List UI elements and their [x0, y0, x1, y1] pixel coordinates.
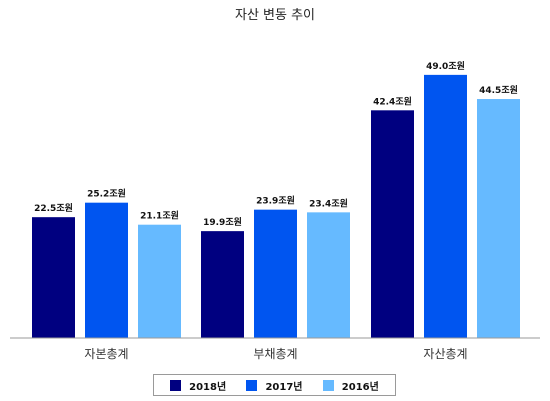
data-label: 42.4조원: [373, 95, 412, 107]
bar-자산총계-2017년: [424, 74, 467, 339]
bar-자본총계-2017년: [85, 202, 128, 338]
data-label: 19.9조원: [203, 216, 242, 228]
category-labels: 자본총계 부채총계 자산총계: [84, 347, 467, 361]
category-label: 자산총계: [423, 347, 467, 361]
data-label: 23.4조원: [309, 197, 348, 209]
bar-자산총계-2016년: [477, 99, 520, 338]
legend-item-2016: 2016년: [322, 378, 379, 393]
data-label: 44.5조원: [479, 84, 518, 96]
data-label: 21.1조원: [140, 210, 179, 222]
bar-자본총계-2018년: [32, 217, 75, 338]
bar-부채총계-2016년: [307, 212, 350, 338]
legend-item-2018: 2018년: [170, 378, 226, 393]
category-label: 부채총계: [253, 347, 297, 361]
legend-item-2017: 2017년: [246, 378, 303, 393]
legend-swatch-2017: [246, 379, 258, 391]
data-label: 25.2조원: [87, 188, 126, 200]
legend: 2018년 2017년 2016년: [153, 374, 396, 396]
bar-부채총계-2018년: [201, 231, 244, 338]
bar-부채총계-2017년: [254, 209, 297, 338]
data-label: 23.9조원: [256, 195, 295, 207]
legend-label-2018: 2018년: [189, 381, 227, 393]
bar-자본총계-2016년: [138, 224, 181, 338]
legend-swatch-2016: [322, 379, 334, 391]
legend-label-2016: 2016년: [341, 381, 379, 393]
data-label: 22.5조원: [34, 202, 73, 214]
category-label: 자본총계: [84, 347, 128, 361]
bar-자산총계-2018년: [371, 110, 414, 338]
legend-swatch-2018: [170, 379, 182, 391]
legend-label-2017: 2017년: [265, 381, 303, 393]
data-label: 49.0조원: [426, 60, 465, 72]
chart-title: 자산 변동 추이: [235, 8, 315, 23]
bars-group: 22.5조원 25.2조원 21.1조원 19.9조원 23.9조원 23.4조원 42.4…: [32, 60, 520, 339]
